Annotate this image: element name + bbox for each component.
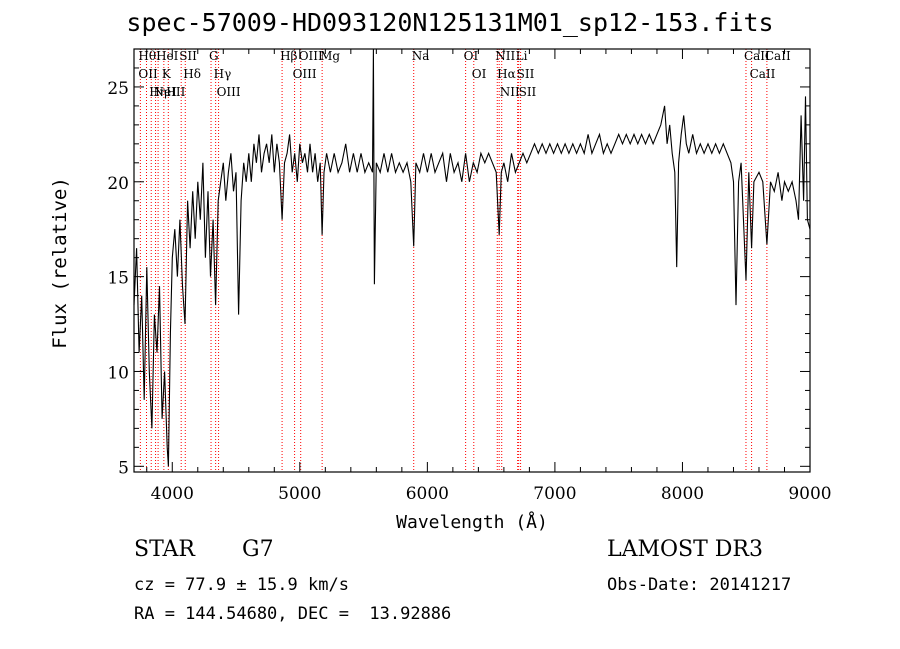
y-tick-label: 10	[107, 363, 129, 383]
axes: 4000 5000 6000 7000 8000 9000 5 10 15 20 25 Wavelen…	[107, 48, 832, 533]
x-axis-label: Wavelength (Å)	[396, 511, 548, 533]
x-tick-label: 8000	[661, 484, 704, 504]
y-tick-label: 5	[118, 458, 129, 478]
plot-area	[133, 48, 811, 467]
line-mark-label: K	[162, 67, 172, 81]
line-mark-label: OI	[464, 49, 479, 63]
line-mark-label: Mg	[320, 49, 340, 63]
x-tick-label: 5000	[278, 484, 321, 504]
line-mark-label: NeIII	[154, 85, 186, 99]
line-mark-label: Hη	[149, 85, 167, 99]
y-tick-label: 25	[107, 79, 129, 99]
coordinates: RA = 144.54680, DEC = 13.92886	[134, 604, 452, 624]
line-mark-label: SII	[517, 67, 535, 81]
line-mark-label: G	[209, 49, 219, 63]
line-mark-label: OIII	[217, 85, 241, 99]
line-mark-label: Hβ	[280, 49, 297, 63]
survey-name: LAMOST DR3	[607, 537, 763, 562]
object-class: STAR	[134, 537, 195, 562]
object-subclass: G7	[242, 537, 274, 562]
line-mark-label: Hα	[497, 67, 516, 81]
line-mark-label: H	[166, 85, 176, 99]
line-marks	[139, 49, 768, 472]
plot-frame	[133, 48, 811, 473]
line-mark-labels: HθOIIHηNeIIIHeIKHSIIHδGHγOIIIHβOIIIOIIIM…	[138, 49, 791, 99]
line-mark-label: Hδ	[183, 67, 201, 81]
x-tick-label: 9000	[788, 484, 831, 504]
y-axis-label: Flux (relative)	[49, 177, 71, 349]
line-mark-label: HeI	[156, 49, 179, 63]
line-mark-label: NII	[495, 49, 515, 63]
x-tick-label: 6000	[406, 484, 449, 504]
line-mark-label: Hγ	[214, 67, 232, 81]
line-mark-label: CaII	[750, 67, 776, 81]
line-mark-label: Li	[516, 49, 528, 63]
line-mark-label: OII	[138, 67, 158, 81]
line-mark-label: OI	[472, 67, 487, 81]
line-mark-label: SII	[519, 85, 537, 99]
spectrum-line	[133, 48, 811, 467]
redshift-text: cz = 77.9 ± 15.9 km/s	[134, 575, 349, 595]
line-mark-label: Hθ	[138, 49, 156, 63]
line-mark-label: OIII	[299, 49, 323, 63]
x-tick-label: 7000	[533, 484, 576, 504]
y-tick-label: 15	[107, 269, 129, 289]
line-mark-label: NII	[500, 85, 520, 99]
line-mark-label: Na	[412, 49, 430, 63]
line-mark-label: CaII	[765, 49, 791, 63]
line-mark-label: OIII	[293, 67, 317, 81]
x-tick-label: 4000	[151, 484, 194, 504]
line-mark-label: CaII	[744, 49, 770, 63]
line-mark-label: SII	[179, 49, 197, 63]
chart-title: spec-57009-HD093120N125131M01_sp12-153.f…	[126, 8, 774, 37]
obs-date: Obs-Date: 20141217	[607, 575, 792, 595]
y-tick-label: 20	[107, 174, 129, 194]
